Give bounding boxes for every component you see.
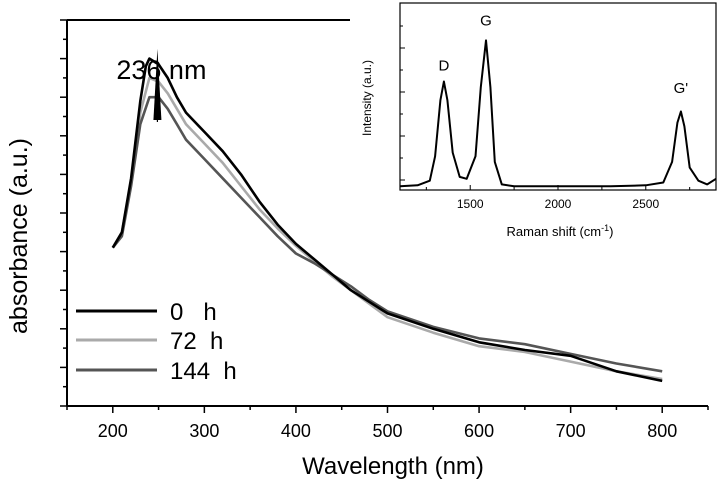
x-tick-label: 800 — [647, 421, 677, 441]
x-axis-label: Wavelength (nm) — [302, 453, 484, 480]
legend-label-1: 72 h — [170, 328, 223, 355]
x-tick-label: 400 — [281, 421, 311, 441]
peak-annotation: 236 nm — [116, 48, 206, 122]
series-line-0 — [111, 57, 663, 383]
inset-series-group — [399, 39, 717, 188]
inset-x-axis-label-sup: -1 — [601, 223, 609, 233]
inset-peak-label: G' — [674, 80, 689, 97]
inset-x-tick-label: 2500 — [632, 197, 659, 211]
inset-x-tick-label: 2000 — [545, 197, 572, 211]
inset-x-axis-label: Raman shift (cm-1) — [507, 223, 614, 239]
peak-annotation-arrowhead — [153, 48, 162, 121]
inset-series-line — [399, 39, 717, 188]
x-tick-label: 600 — [464, 421, 494, 441]
main-series-group — [111, 57, 663, 383]
inset-peak-label: D — [438, 57, 449, 74]
inset-x-axis-label-end: ) — [609, 224, 613, 239]
main-axes: 200 300 400 500 600 700 800 — [60, 19, 709, 441]
legend: 0 h72 h 144 h — [76, 299, 237, 385]
inset-y-axis-label: Intensity (a.u.) — [360, 60, 374, 136]
inset-x-tick-label: 1500 — [457, 197, 484, 211]
inset-background — [360, 2, 716, 190]
series-line-2 — [111, 95, 663, 373]
peak-annotation-label: 236 nm — [116, 55, 206, 85]
x-tick-label: 300 — [189, 421, 219, 441]
series-line-1 — [111, 76, 663, 381]
inset-x-axis-label-text: Raman shift (cm — [507, 224, 602, 239]
y-axis-label: absorbance (a.u.) — [5, 138, 33, 334]
inset-peak-labels: D G G' — [438, 12, 688, 96]
x-tick-label: 700 — [556, 421, 586, 441]
legend-label-0: 0 h — [170, 299, 217, 326]
legend-label-2: 144 h — [170, 358, 237, 385]
inset-peak-label: G — [480, 12, 492, 29]
inset-axes: 1500 2000 2500 — [399, 2, 717, 211]
absorbance-chart: 200 300 400 500 600 700 800 236 nm 0 h72 h 144 … — [5, 19, 709, 480]
x-tick-label: 500 — [372, 421, 402, 441]
raman-inset-chart: 1500 2000 2500 D G G' Raman shift (cm-1) Int… — [360, 2, 717, 239]
x-tick-label: 200 — [98, 421, 128, 441]
